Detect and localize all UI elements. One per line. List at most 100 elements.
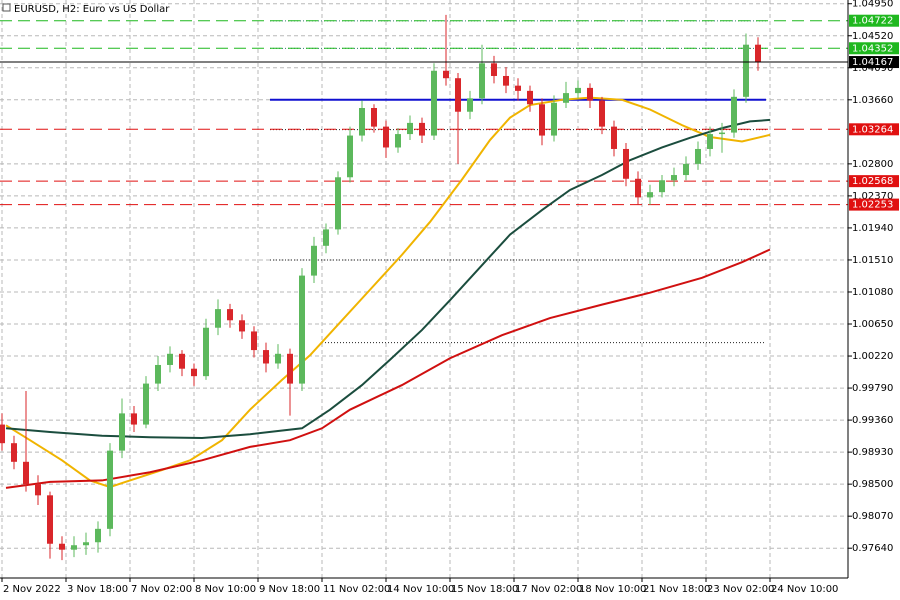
candle-body	[203, 327, 209, 377]
candle-body	[719, 132, 725, 135]
candle-body	[443, 70, 449, 79]
candle-body	[227, 309, 233, 321]
candle-body	[647, 192, 653, 198]
y-tick-label: 1.02370	[852, 191, 893, 202]
candle-body	[167, 353, 173, 365]
candle-body	[659, 180, 665, 193]
candle-body	[0, 424, 5, 444]
candle-body	[23, 461, 29, 485]
candle-body	[707, 134, 713, 149]
moving-average-line	[5, 96, 771, 489]
candle-body	[383, 126, 389, 148]
candle-body	[251, 331, 257, 351]
candle-body	[563, 93, 569, 103]
candle-body	[359, 108, 365, 136]
y-tick-label: 1.04520	[852, 31, 893, 42]
price-tag-label: 1.04167	[852, 57, 893, 68]
x-tick-label: 9 Nov 18:00	[259, 584, 320, 595]
candle-body	[107, 450, 113, 529]
moving-average-line	[5, 248, 771, 489]
candle-body	[431, 70, 437, 136]
candle-body	[47, 495, 53, 544]
price-tag-label: 1.02568	[852, 176, 893, 187]
candle-body	[395, 134, 401, 148]
y-tick-label: 1.04090	[852, 63, 893, 74]
candle-body	[71, 545, 77, 550]
candle-body	[35, 484, 41, 496]
candle-body	[623, 148, 629, 179]
candle-body	[635, 178, 641, 198]
candle-body	[179, 353, 185, 369]
candle-body	[347, 135, 353, 178]
x-tick-label: 8 Nov 10:00	[195, 584, 256, 595]
y-tick-label: 1.04950	[852, 0, 893, 10]
y-tick-label: 0.99360	[852, 415, 893, 426]
price-tag	[849, 14, 899, 27]
y-tick-label: 0.99790	[852, 383, 893, 394]
price-tag	[849, 123, 899, 136]
candle-body	[335, 177, 341, 230]
plot-layer	[0, 14, 848, 561]
candle-body	[755, 44, 761, 62]
candle-body	[599, 100, 605, 127]
candle-body	[491, 63, 497, 76]
price-tag	[849, 56, 899, 69]
candle-body	[287, 353, 293, 384]
candle-body	[95, 528, 101, 543]
candle-body	[419, 122, 425, 136]
axes-layer: EURUSD, H2: Euro vs US Dollar	[0, 0, 849, 579]
y-tick-label: 1.02800	[852, 159, 893, 170]
price-tag-label: 1.02253	[852, 200, 893, 211]
price-tag-label: 1.04352	[852, 43, 893, 54]
candle-body	[371, 108, 377, 127]
candle-body	[695, 148, 701, 164]
y-tick-label: 1.01080	[852, 287, 893, 298]
candle-body	[11, 443, 17, 462]
price-tag-label: 1.03264	[852, 124, 893, 135]
price-tag	[849, 42, 899, 55]
candle-body	[503, 75, 509, 86]
candle-body	[275, 353, 281, 364]
candle-body	[671, 175, 677, 181]
x-tick-label: 7 Nov 02:00	[131, 584, 192, 595]
y-tick-label: 0.98500	[852, 479, 893, 490]
candle-body	[587, 87, 593, 101]
candle-body	[683, 163, 689, 176]
candle-body	[143, 383, 149, 425]
candle-body	[311, 245, 317, 276]
candle-body	[131, 413, 137, 425]
y-tick-label: 1.01510	[852, 255, 893, 266]
candle-body	[59, 543, 65, 550]
candle-body	[323, 229, 329, 246]
candle-body	[83, 542, 89, 546]
x-tick-label: 14 Nov 10:00	[387, 584, 454, 595]
price-tag-label: 1.04722	[852, 16, 893, 27]
candle-body	[263, 350, 269, 364]
x-tick-label: 15 Nov 18:00	[451, 584, 518, 595]
candle-body	[191, 368, 197, 377]
candle-body	[731, 96, 737, 133]
candle-body	[515, 85, 521, 91]
x-tick-label: 2 Nov 2022	[3, 584, 61, 595]
chart-title: EURUSD, H2: Euro vs US Dollar	[14, 4, 170, 15]
y-tick-label: 0.98070	[852, 511, 893, 522]
x-tick-label: 17 Nov 02:00	[515, 584, 582, 595]
candle-body	[215, 309, 221, 328]
x-tick-label: 24 Nov 10:00	[771, 584, 838, 595]
candle-body	[455, 78, 461, 112]
x-tick-label: 3 Nov 18:00	[67, 584, 128, 595]
x-tick-label: 18 Nov 10:00	[579, 584, 646, 595]
x-tick-label: 23 Nov 02:00	[707, 584, 774, 595]
y-tick-label: 0.97640	[852, 543, 893, 554]
candle-body	[539, 104, 545, 136]
y-tick-label: 1.00650	[852, 319, 893, 330]
candle-body	[743, 44, 749, 97]
candle-body	[299, 275, 305, 384]
x-tick-label: 11 Nov 02:00	[323, 584, 390, 595]
x-tick-label: 21 Nov 18:00	[643, 584, 710, 595]
candle-body	[551, 102, 557, 136]
candle-body	[119, 413, 125, 451]
